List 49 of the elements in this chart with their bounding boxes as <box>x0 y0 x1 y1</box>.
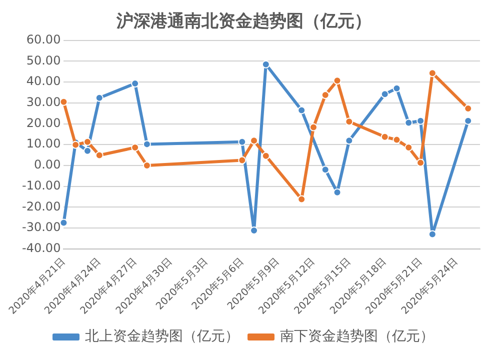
y-tick-label: 20.00 <box>26 116 61 130</box>
point <box>250 136 258 145</box>
point <box>238 156 246 164</box>
y-tick-label: 60.00 <box>26 32 61 47</box>
point <box>309 123 318 132</box>
point <box>321 91 330 100</box>
point <box>262 152 270 160</box>
y-tick-label: 50.00 <box>26 53 61 68</box>
y-tick-label: 0.00 <box>34 158 61 172</box>
point <box>380 132 389 141</box>
point <box>142 140 151 148</box>
point <box>380 90 389 98</box>
point <box>464 116 472 125</box>
y-tick-label: -30.00 <box>22 220 61 234</box>
legend-label: 北上资金趋势图（亿元） <box>85 328 239 345</box>
y-tick-label: 10.00 <box>26 136 61 151</box>
point <box>83 146 92 155</box>
point <box>321 166 330 174</box>
point <box>345 136 354 145</box>
point <box>250 226 258 234</box>
point <box>333 76 342 85</box>
point <box>428 230 436 238</box>
point <box>60 98 68 106</box>
point <box>298 195 306 204</box>
point <box>142 161 151 170</box>
point <box>298 106 306 114</box>
point <box>238 138 246 146</box>
y-tick-label: 30.00 <box>26 95 61 110</box>
y-tick-label: -40.00 <box>22 240 61 255</box>
point <box>333 188 342 196</box>
point <box>131 144 140 152</box>
y-tick-label: -10.00 <box>22 178 61 192</box>
y-tick-label: 40.00 <box>26 74 61 88</box>
point <box>131 80 140 88</box>
point <box>95 94 104 102</box>
point <box>404 118 413 127</box>
point <box>392 136 401 144</box>
point <box>416 158 425 167</box>
point <box>345 118 354 126</box>
point <box>262 60 270 68</box>
point <box>392 84 401 92</box>
y-tick-label: -20.00 <box>22 199 61 214</box>
legend-label: 南下资金趋势图（亿元） <box>280 328 434 345</box>
point <box>60 218 68 227</box>
point <box>83 138 92 146</box>
point <box>95 151 104 160</box>
point <box>404 144 413 152</box>
chart-title: 沪深港通南北资金趋势图（亿元） <box>116 12 372 32</box>
point <box>428 69 436 78</box>
